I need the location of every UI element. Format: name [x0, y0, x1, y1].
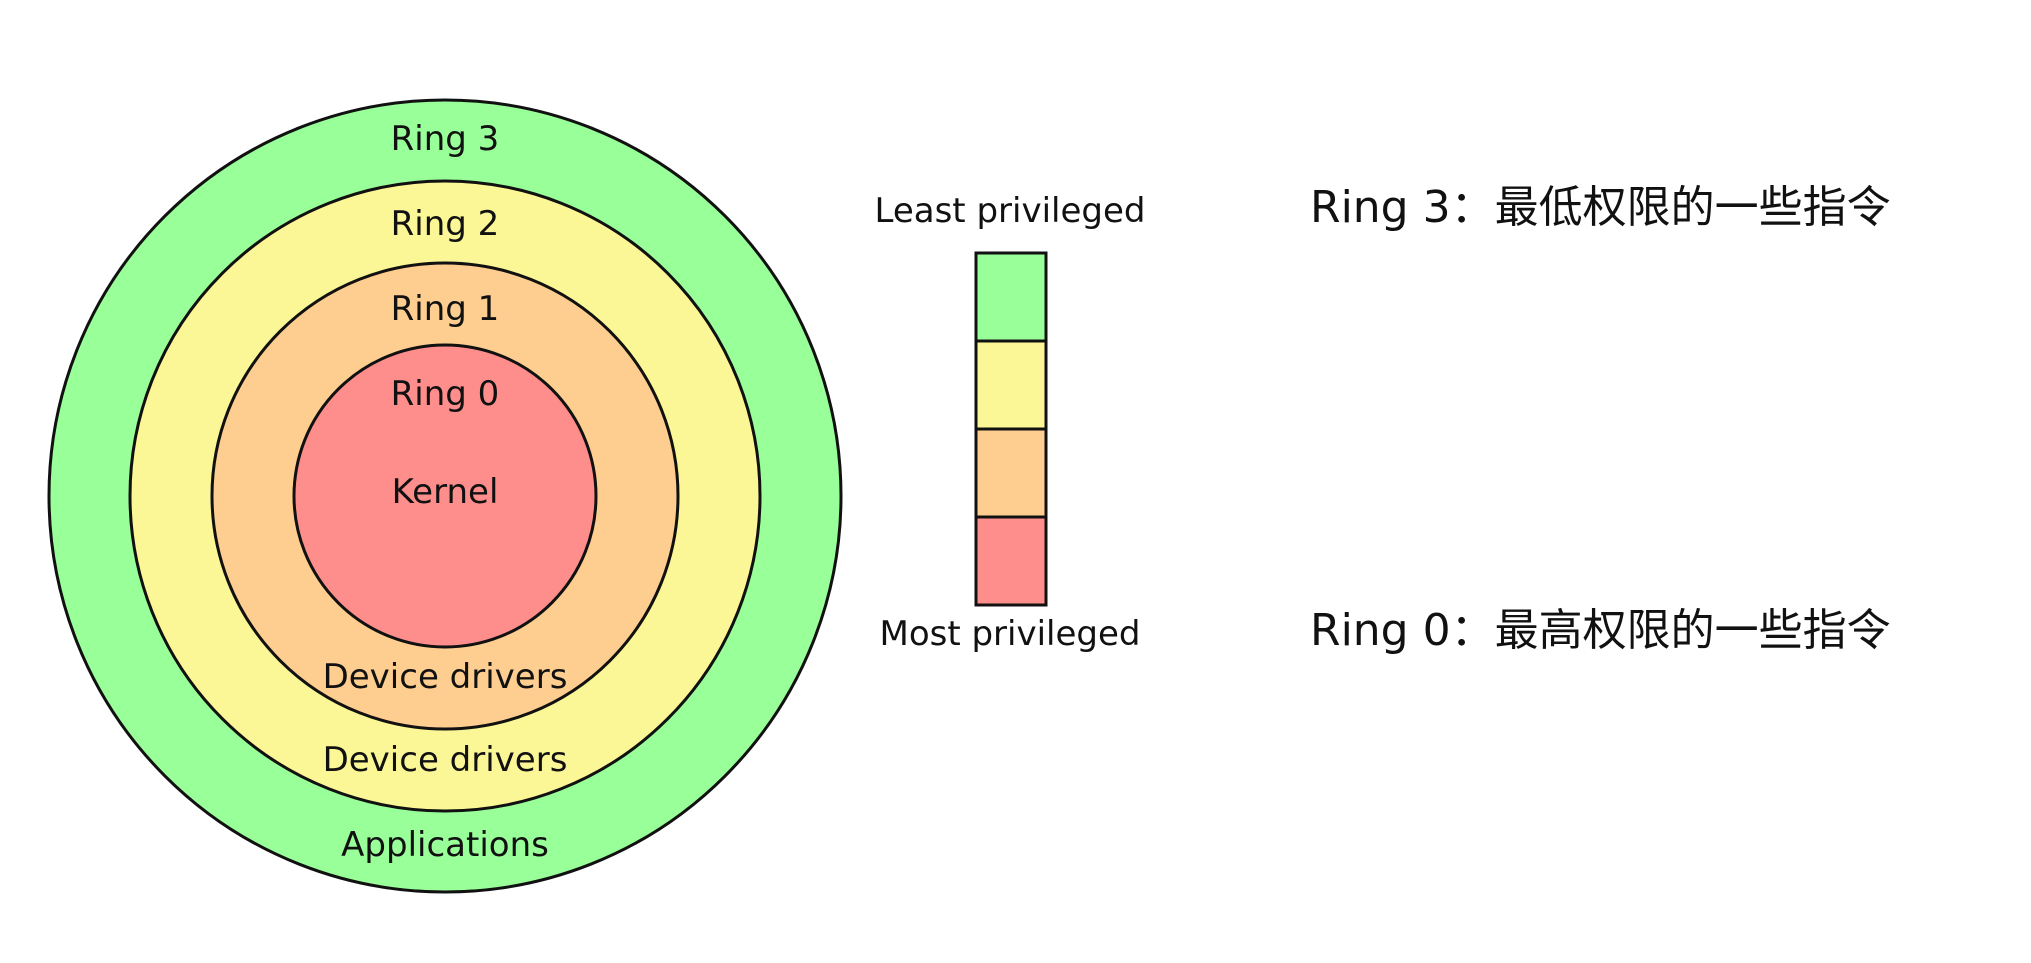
scale-segment-ring-3	[974, 251, 1048, 343]
ring-3-note: Ring 3：最低权限的一些指令	[1310, 182, 1891, 233]
ring-1-subtitle: Device drivers	[323, 657, 568, 697]
ring-3-title: Ring 3	[391, 119, 500, 159]
scale-segment-ring-1	[974, 427, 1048, 519]
ring-0-note: Ring 0：最高权限的一些指令	[1310, 605, 1891, 656]
ring-3-subtitle: Applications	[341, 825, 549, 865]
privilege-scale: Least privileged Most privileged	[875, 191, 1146, 654]
most-privileged-label: Most privileged	[879, 614, 1140, 654]
ring-1-title: Ring 1	[391, 289, 500, 329]
scale-segment-ring-0	[974, 515, 1048, 607]
scale-segment-ring-2	[974, 339, 1048, 431]
ring-2-subtitle: Device drivers	[323, 740, 568, 780]
ring-2-title: Ring 2	[391, 204, 500, 244]
ring-notes: Ring 3：最低权限的一些指令 Ring 0：最高权限的一些指令	[1310, 182, 1891, 656]
ring-0-circle	[292, 343, 598, 649]
ring-0-title: Ring 0	[391, 374, 500, 414]
ring-0-subtitle: Kernel	[392, 472, 499, 512]
least-privileged-label: Least privileged	[875, 191, 1146, 231]
rings-group: Ring 3 Ring 2 Ring 1 Ring 0 Kernel Devic…	[47, 98, 843, 894]
